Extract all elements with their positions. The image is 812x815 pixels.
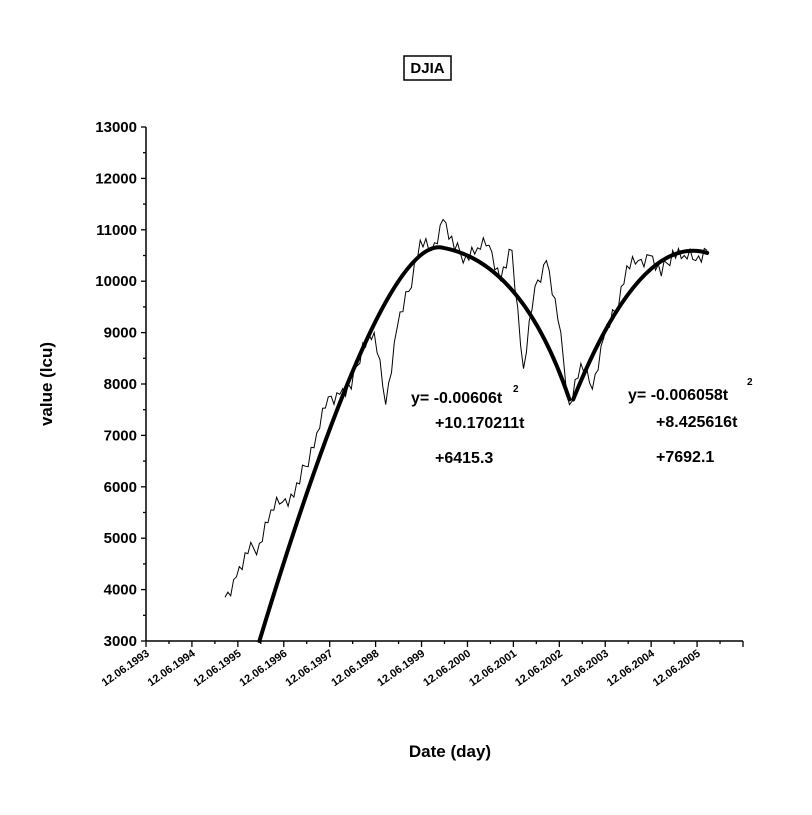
y-tick-label: 7000 [104, 427, 137, 444]
x-tick-label: 12.06.2000 [421, 648, 473, 689]
y-axis-label: value (lcu) [37, 342, 56, 426]
equation-2-line-3: +7692.1 [656, 449, 714, 466]
equation-annotation-2: y= -0.006058t 2 +8.425616t +7692.1 [628, 377, 753, 466]
x-tick-label: 12.06.2002 [513, 648, 565, 689]
x-axis-label: Date (day) [409, 742, 491, 761]
x-tick-label: 12.06.1999 [375, 648, 427, 689]
x-tick-label: 12.06.2001 [467, 648, 519, 689]
y-tick-label: 3000 [104, 633, 137, 650]
x-tick-label: 12.06.2005 [651, 648, 703, 689]
equation-1-line-1: y= -0.00606t [411, 390, 503, 407]
x-tick-label: 12.06.1995 [192, 648, 244, 689]
series-fit-1-line [257, 245, 572, 643]
y-tick-label: 12000 [95, 170, 137, 187]
equation-1-superscript: 2 [513, 384, 519, 395]
series-raw-line [224, 218, 708, 598]
y-tick-label: 6000 [104, 479, 137, 496]
series-fit-2-line [571, 248, 710, 402]
y-tick-label: 4000 [104, 582, 137, 599]
x-tick-label: 12.06.1996 [238, 648, 290, 689]
y-tick-label: 5000 [104, 530, 137, 547]
x-tick-label: 12.06.2004 [605, 647, 658, 689]
y-ticks: 3000 4000 5000 6000 7000 8000 9000 10000 11000 12… [95, 119, 146, 650]
y-tick-label: 10000 [95, 273, 137, 290]
equation-2-line-2: +8.425616t [656, 414, 738, 431]
y-tick-label: 11000 [96, 222, 137, 239]
equation-2-line-1: y= -0.006058t [628, 387, 729, 404]
x-tick-label: 12.06.2003 [559, 648, 611, 689]
x-ticks: 12.06.199312.06.199412.06.199512.06.1996… [100, 641, 744, 689]
equation-1-line-2: +10.170211t [435, 415, 525, 432]
y-tick-label: 9000 [104, 325, 137, 342]
x-tick-label: 12.06.1998 [329, 648, 381, 689]
chart-title-box [403, 55, 452, 81]
x-tick-label: 12.06.1993 [100, 648, 152, 689]
x-tick-label: 12.06.1994 [146, 647, 199, 689]
y-tick-label: 8000 [104, 376, 137, 393]
chart-title: DJIA [410, 60, 444, 77]
equation-1-line-3: +6415.3 [435, 450, 493, 467]
equation-annotation-1: y= -0.00606t 2 +10.170211t +6415.3 [411, 384, 525, 467]
x-tick-label: 12.06.1997 [283, 648, 335, 689]
equation-2-superscript: 2 [747, 377, 753, 388]
y-tick-label: 13000 [95, 119, 137, 136]
series [224, 218, 710, 643]
